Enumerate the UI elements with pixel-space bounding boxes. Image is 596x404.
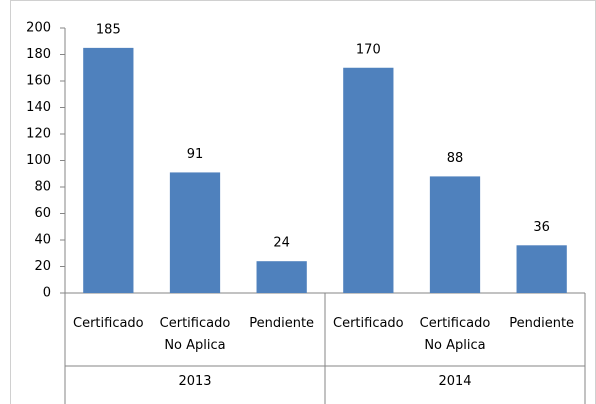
x-tick-label: Pendiente (509, 316, 575, 331)
group-label: 2013 (178, 374, 212, 389)
group-label: 2014 (438, 374, 472, 389)
data-label: 170 (356, 42, 381, 57)
bar (343, 67, 394, 293)
x-tick-label: Certificado No Aplica (159, 316, 231, 353)
bar (169, 172, 221, 293)
y-tick-label: 80 (34, 180, 51, 195)
bar (83, 47, 134, 293)
data-label: 88 (447, 151, 464, 166)
y-tick-label: 120 (26, 127, 51, 142)
x-tick-label: Certificado (333, 316, 404, 331)
bar (256, 261, 307, 293)
y-tick-label: 60 (34, 206, 51, 221)
data-label: 24 (273, 236, 290, 251)
bar (516, 245, 567, 293)
data-label: 185 (96, 22, 121, 37)
y-tick-label: 160 (26, 74, 51, 89)
y-tick-label: 40 (34, 233, 51, 248)
y-tick-label: 200 (26, 21, 51, 36)
x-tick-label: Pendiente (249, 316, 315, 331)
bar (429, 176, 481, 293)
y-tick-label: 100 (26, 153, 51, 168)
x-tick-label: Certificado No Aplica (419, 316, 491, 353)
y-tick-label: 180 (26, 47, 51, 62)
x-tick-label: Certificado (73, 316, 144, 331)
y-tick-label: 140 (26, 100, 51, 115)
y-tick-label: 0 (43, 286, 51, 301)
data-label: 36 (533, 220, 550, 235)
y-tick-label: 20 (34, 259, 51, 274)
data-label: 91 (187, 147, 204, 162)
